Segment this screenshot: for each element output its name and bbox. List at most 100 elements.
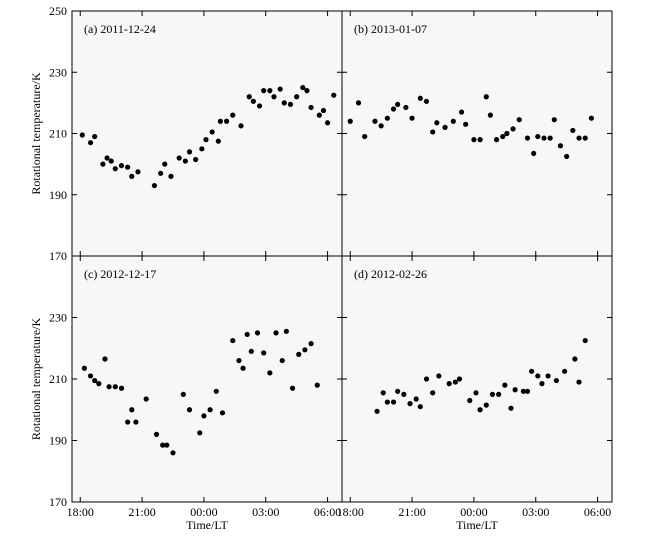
data-point xyxy=(294,94,300,100)
data-point xyxy=(267,370,273,376)
data-point xyxy=(164,442,170,448)
data-point xyxy=(186,407,193,413)
data-point xyxy=(230,337,236,344)
data-point xyxy=(236,357,242,364)
data-point xyxy=(508,405,514,411)
data-point xyxy=(92,377,98,384)
panel-2: 170 190 210 230 18:00 21:00 00:00 03:00 06:00 (c)… xyxy=(49,255,343,519)
data-point xyxy=(570,127,576,134)
data-point xyxy=(267,88,273,94)
data-point xyxy=(520,388,526,394)
data-point xyxy=(372,118,378,124)
data-point xyxy=(277,86,283,92)
x-tick-label: 00:00 xyxy=(460,505,487,519)
data-point xyxy=(512,387,518,393)
data-point xyxy=(430,390,436,396)
data-point xyxy=(483,402,489,408)
x-tick-label: 18:00 xyxy=(337,505,364,519)
data-point xyxy=(176,155,182,161)
panel-title: (d) 2012-02-26 xyxy=(354,267,427,281)
y-axis-title-bottom: Rotational temperature/K xyxy=(29,318,43,441)
data-point xyxy=(390,106,397,112)
data-point xyxy=(362,133,368,140)
data-point xyxy=(471,137,477,143)
data-point xyxy=(535,133,541,140)
x-axis-title-left: Time/LT xyxy=(186,518,228,532)
data-point xyxy=(87,140,94,146)
data-point xyxy=(273,330,279,336)
data-point xyxy=(535,373,541,379)
data-point xyxy=(450,118,456,124)
x-tick-label: 00:00 xyxy=(190,505,217,519)
data-point xyxy=(186,149,193,155)
data-point xyxy=(395,388,401,394)
data-point xyxy=(493,137,500,143)
y-tick-label: 170 xyxy=(49,249,67,263)
y-tick-label: 230 xyxy=(49,311,67,325)
data-point xyxy=(217,118,223,124)
panel-frame xyxy=(341,10,613,257)
y-tick-label: 170 xyxy=(49,495,67,509)
data-point xyxy=(483,94,489,100)
data-point xyxy=(79,132,85,138)
data-point xyxy=(407,401,413,407)
data-point xyxy=(401,391,407,397)
y-tick-label: 190 xyxy=(49,188,67,202)
data-point xyxy=(256,103,263,109)
panel-frame xyxy=(71,10,343,257)
data-point xyxy=(129,173,135,179)
data-point xyxy=(300,84,306,91)
data-point xyxy=(168,173,174,179)
data-point xyxy=(423,376,430,382)
data-point xyxy=(477,407,483,413)
data-point xyxy=(162,161,168,167)
data-point xyxy=(250,98,256,104)
data-point xyxy=(112,166,118,172)
data-point xyxy=(102,356,108,362)
data-point xyxy=(456,376,463,382)
data-point xyxy=(108,158,114,164)
data-point xyxy=(92,133,98,140)
data-point xyxy=(347,118,353,124)
data-point xyxy=(316,112,322,118)
data-point xyxy=(100,161,106,167)
x-tick-label: 03:00 xyxy=(522,505,549,519)
data-point xyxy=(304,88,310,94)
data-point xyxy=(557,143,564,149)
data-point xyxy=(452,379,458,385)
data-point xyxy=(489,391,496,397)
data-point xyxy=(230,112,236,118)
data-point xyxy=(203,137,209,143)
data-point xyxy=(104,155,110,161)
data-point xyxy=(96,381,102,387)
data-point xyxy=(524,388,531,394)
panels-group: 170 190 210 230 250 (a) 2011-12-24 (b) 2013-01… xyxy=(49,4,613,519)
data-point xyxy=(355,100,362,106)
data-point xyxy=(213,388,219,394)
data-point xyxy=(133,419,139,425)
data-point xyxy=(423,98,430,104)
data-point xyxy=(118,163,125,169)
data-point xyxy=(254,330,261,336)
data-point xyxy=(129,407,135,413)
data-point xyxy=(209,129,215,135)
data-point xyxy=(296,351,302,357)
panel-title: (a) 2011-12-24 xyxy=(84,22,156,36)
data-point xyxy=(193,156,199,163)
data-point xyxy=(182,158,188,164)
data-point xyxy=(409,115,415,121)
data-point xyxy=(430,129,436,135)
data-point xyxy=(314,382,320,388)
data-point xyxy=(170,450,176,456)
data-point xyxy=(308,104,314,111)
data-point xyxy=(380,390,386,396)
data-point xyxy=(467,397,473,404)
data-point xyxy=(477,137,483,143)
data-point xyxy=(201,413,207,419)
data-point xyxy=(308,341,314,347)
data-point xyxy=(118,385,125,391)
data-point xyxy=(390,399,397,405)
data-point xyxy=(81,365,87,371)
y-axis-title-top: Rotational temperature/K xyxy=(29,72,43,195)
